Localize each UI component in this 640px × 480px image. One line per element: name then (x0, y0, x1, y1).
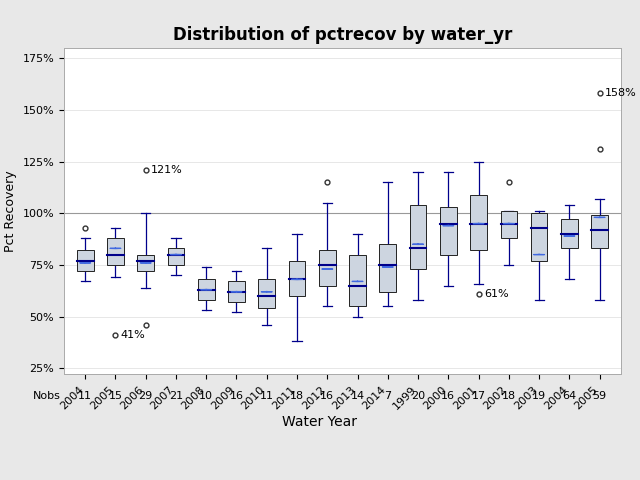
Bar (380, 244, 396, 292)
Text: 14: 14 (351, 391, 365, 401)
Title: Distribution of pctrecov by water_yr: Distribution of pctrecov by water_yr (173, 25, 512, 44)
Text: 61%: 61% (484, 289, 509, 299)
Text: 41%: 41% (121, 330, 146, 340)
Bar (259, 279, 275, 308)
Text: 59: 59 (593, 391, 607, 401)
Text: 11: 11 (260, 391, 274, 401)
Text: 29: 29 (139, 391, 153, 401)
Bar (349, 254, 366, 306)
Bar (500, 211, 517, 238)
Bar (107, 238, 124, 265)
Bar (470, 195, 487, 251)
Bar (440, 207, 456, 254)
Text: 20: 20 (411, 391, 425, 401)
Text: 16: 16 (320, 391, 334, 401)
Bar (410, 205, 426, 269)
Bar (77, 251, 93, 271)
Text: 7: 7 (384, 391, 391, 401)
Bar (591, 216, 608, 248)
Bar (198, 279, 214, 300)
Text: 10: 10 (199, 391, 213, 401)
Text: 11: 11 (78, 391, 92, 401)
Bar (228, 281, 245, 302)
Text: 15: 15 (108, 391, 122, 401)
Bar (561, 219, 578, 248)
Bar (531, 213, 547, 261)
Text: Water Year: Water Year (282, 415, 358, 430)
Text: 18: 18 (502, 391, 516, 401)
Text: 16: 16 (442, 391, 455, 401)
Text: 16: 16 (230, 391, 243, 401)
Text: 19: 19 (532, 391, 546, 401)
Y-axis label: Pct Recovery: Pct Recovery (4, 170, 17, 252)
Text: 17: 17 (472, 391, 486, 401)
Text: 18: 18 (290, 391, 304, 401)
Bar (138, 254, 154, 271)
Bar (319, 251, 335, 286)
Text: 64: 64 (563, 391, 577, 401)
Text: 21: 21 (169, 391, 183, 401)
Bar (168, 248, 184, 265)
Text: Nobs: Nobs (33, 391, 61, 401)
Text: 121%: 121% (151, 165, 183, 175)
Text: 158%: 158% (605, 88, 637, 98)
Bar (289, 261, 305, 296)
